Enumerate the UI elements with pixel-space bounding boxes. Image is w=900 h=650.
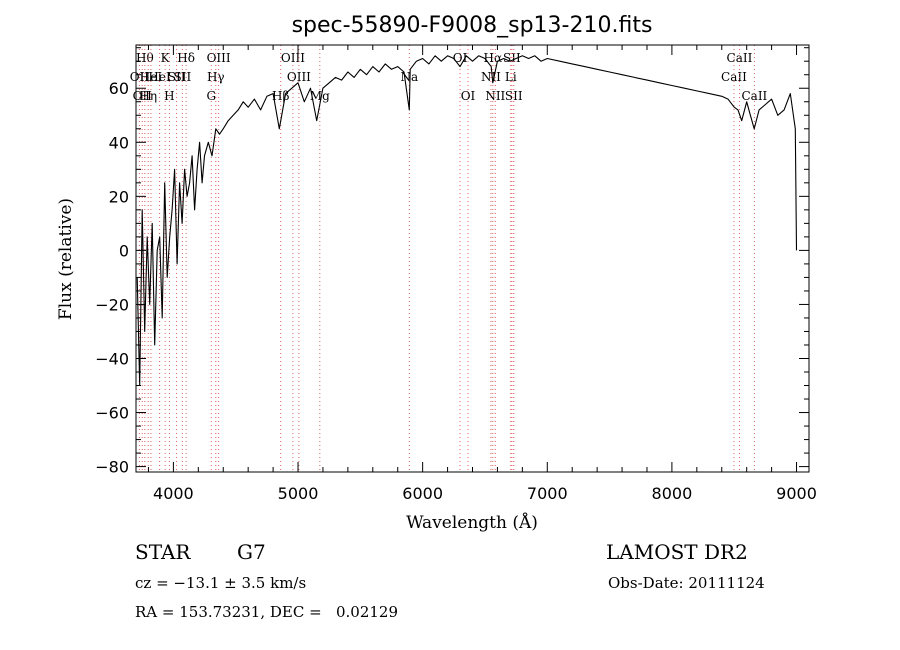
spectral-line-label: CaII <box>721 70 747 84</box>
x-tick-label: 4000 <box>153 484 194 503</box>
x-tick-label: 8000 <box>652 484 693 503</box>
spectral-line-label: Hα <box>484 51 503 65</box>
spectral-line-label: NII <box>481 70 501 84</box>
y-tick-label: 40 <box>109 133 129 152</box>
coordinates: RA = 153.73231, DEC = 0.02129 <box>135 603 399 621</box>
y-tick-label: −20 <box>95 295 129 314</box>
spectral-line-label: CaII <box>727 51 753 65</box>
spectral-line-label: OIII <box>207 51 231 65</box>
spectral-line-label: Hγ <box>207 70 225 84</box>
chart-title: spec-55890-F9008_sp13-210.fits <box>292 13 653 38</box>
spectrum-line <box>136 55 798 387</box>
spectral-line-label: SII <box>505 89 523 103</box>
y-tick-label: 0 <box>119 241 129 260</box>
axis-ticks: 4000 5000 6000 7000 8000 9000 −80 −60 −40 −20 0 20 4… <box>95 45 817 503</box>
spectral-line-label: CaII <box>741 89 767 103</box>
y-tick-label: 20 <box>109 187 129 206</box>
obs-date: Obs-Date: 20111124 <box>608 574 765 592</box>
spectral-line-label: NII <box>485 89 505 103</box>
survey-name: LAMOST DR2 <box>606 540 748 564</box>
x-tick-label: 6000 <box>402 484 443 503</box>
x-axis-label: Wavelength (Å) <box>406 512 538 533</box>
y-axis-label: Flux (relative) <box>56 198 76 320</box>
object-subclass: G7 <box>237 540 266 564</box>
spectral-line-label: OIII <box>281 51 305 65</box>
spectral-line-label: Hδ <box>177 51 195 65</box>
spectral-line-label: OIII <box>287 70 311 84</box>
spectral-line-label: SII <box>168 70 186 84</box>
spectral-line-label: HeI <box>140 70 163 84</box>
spectral-line-label: H <box>164 89 174 103</box>
spectral-line-label: G <box>206 89 216 103</box>
object-class: STAR <box>135 540 191 564</box>
spectral-line-label: K <box>161 51 171 65</box>
spectral-line-markers: OIIOIIHθHηHeIHeIKHSIISIIHδHγGOIIIHβOIIIO… <box>130 45 768 472</box>
spectral-line-label: Hη <box>139 89 157 103</box>
x-tick-label: 5000 <box>278 484 319 503</box>
y-tick-label: −60 <box>95 404 129 423</box>
spectral-line-label: Mg <box>310 89 330 103</box>
y-tick-label: −40 <box>95 349 129 368</box>
y-tick-label: −80 <box>95 458 129 477</box>
spectral-line-label: Li <box>505 70 517 84</box>
spectral-line-label: OII <box>133 89 153 103</box>
spectral-line-label: SII <box>503 51 521 65</box>
redshift-text: cz = −13.1 ± 3.5 km/s <box>135 574 307 592</box>
spectral-line-label: Na <box>400 70 418 84</box>
spectral-line-label: SII <box>174 70 192 84</box>
x-tick-label: 7000 <box>527 484 568 503</box>
spectral-line-label: OI <box>461 89 476 103</box>
spectrum-series <box>136 55 798 387</box>
y-tick-label: 60 <box>109 79 129 98</box>
x-tick-label: 9000 <box>776 484 817 503</box>
plot-frame <box>135 44 810 473</box>
